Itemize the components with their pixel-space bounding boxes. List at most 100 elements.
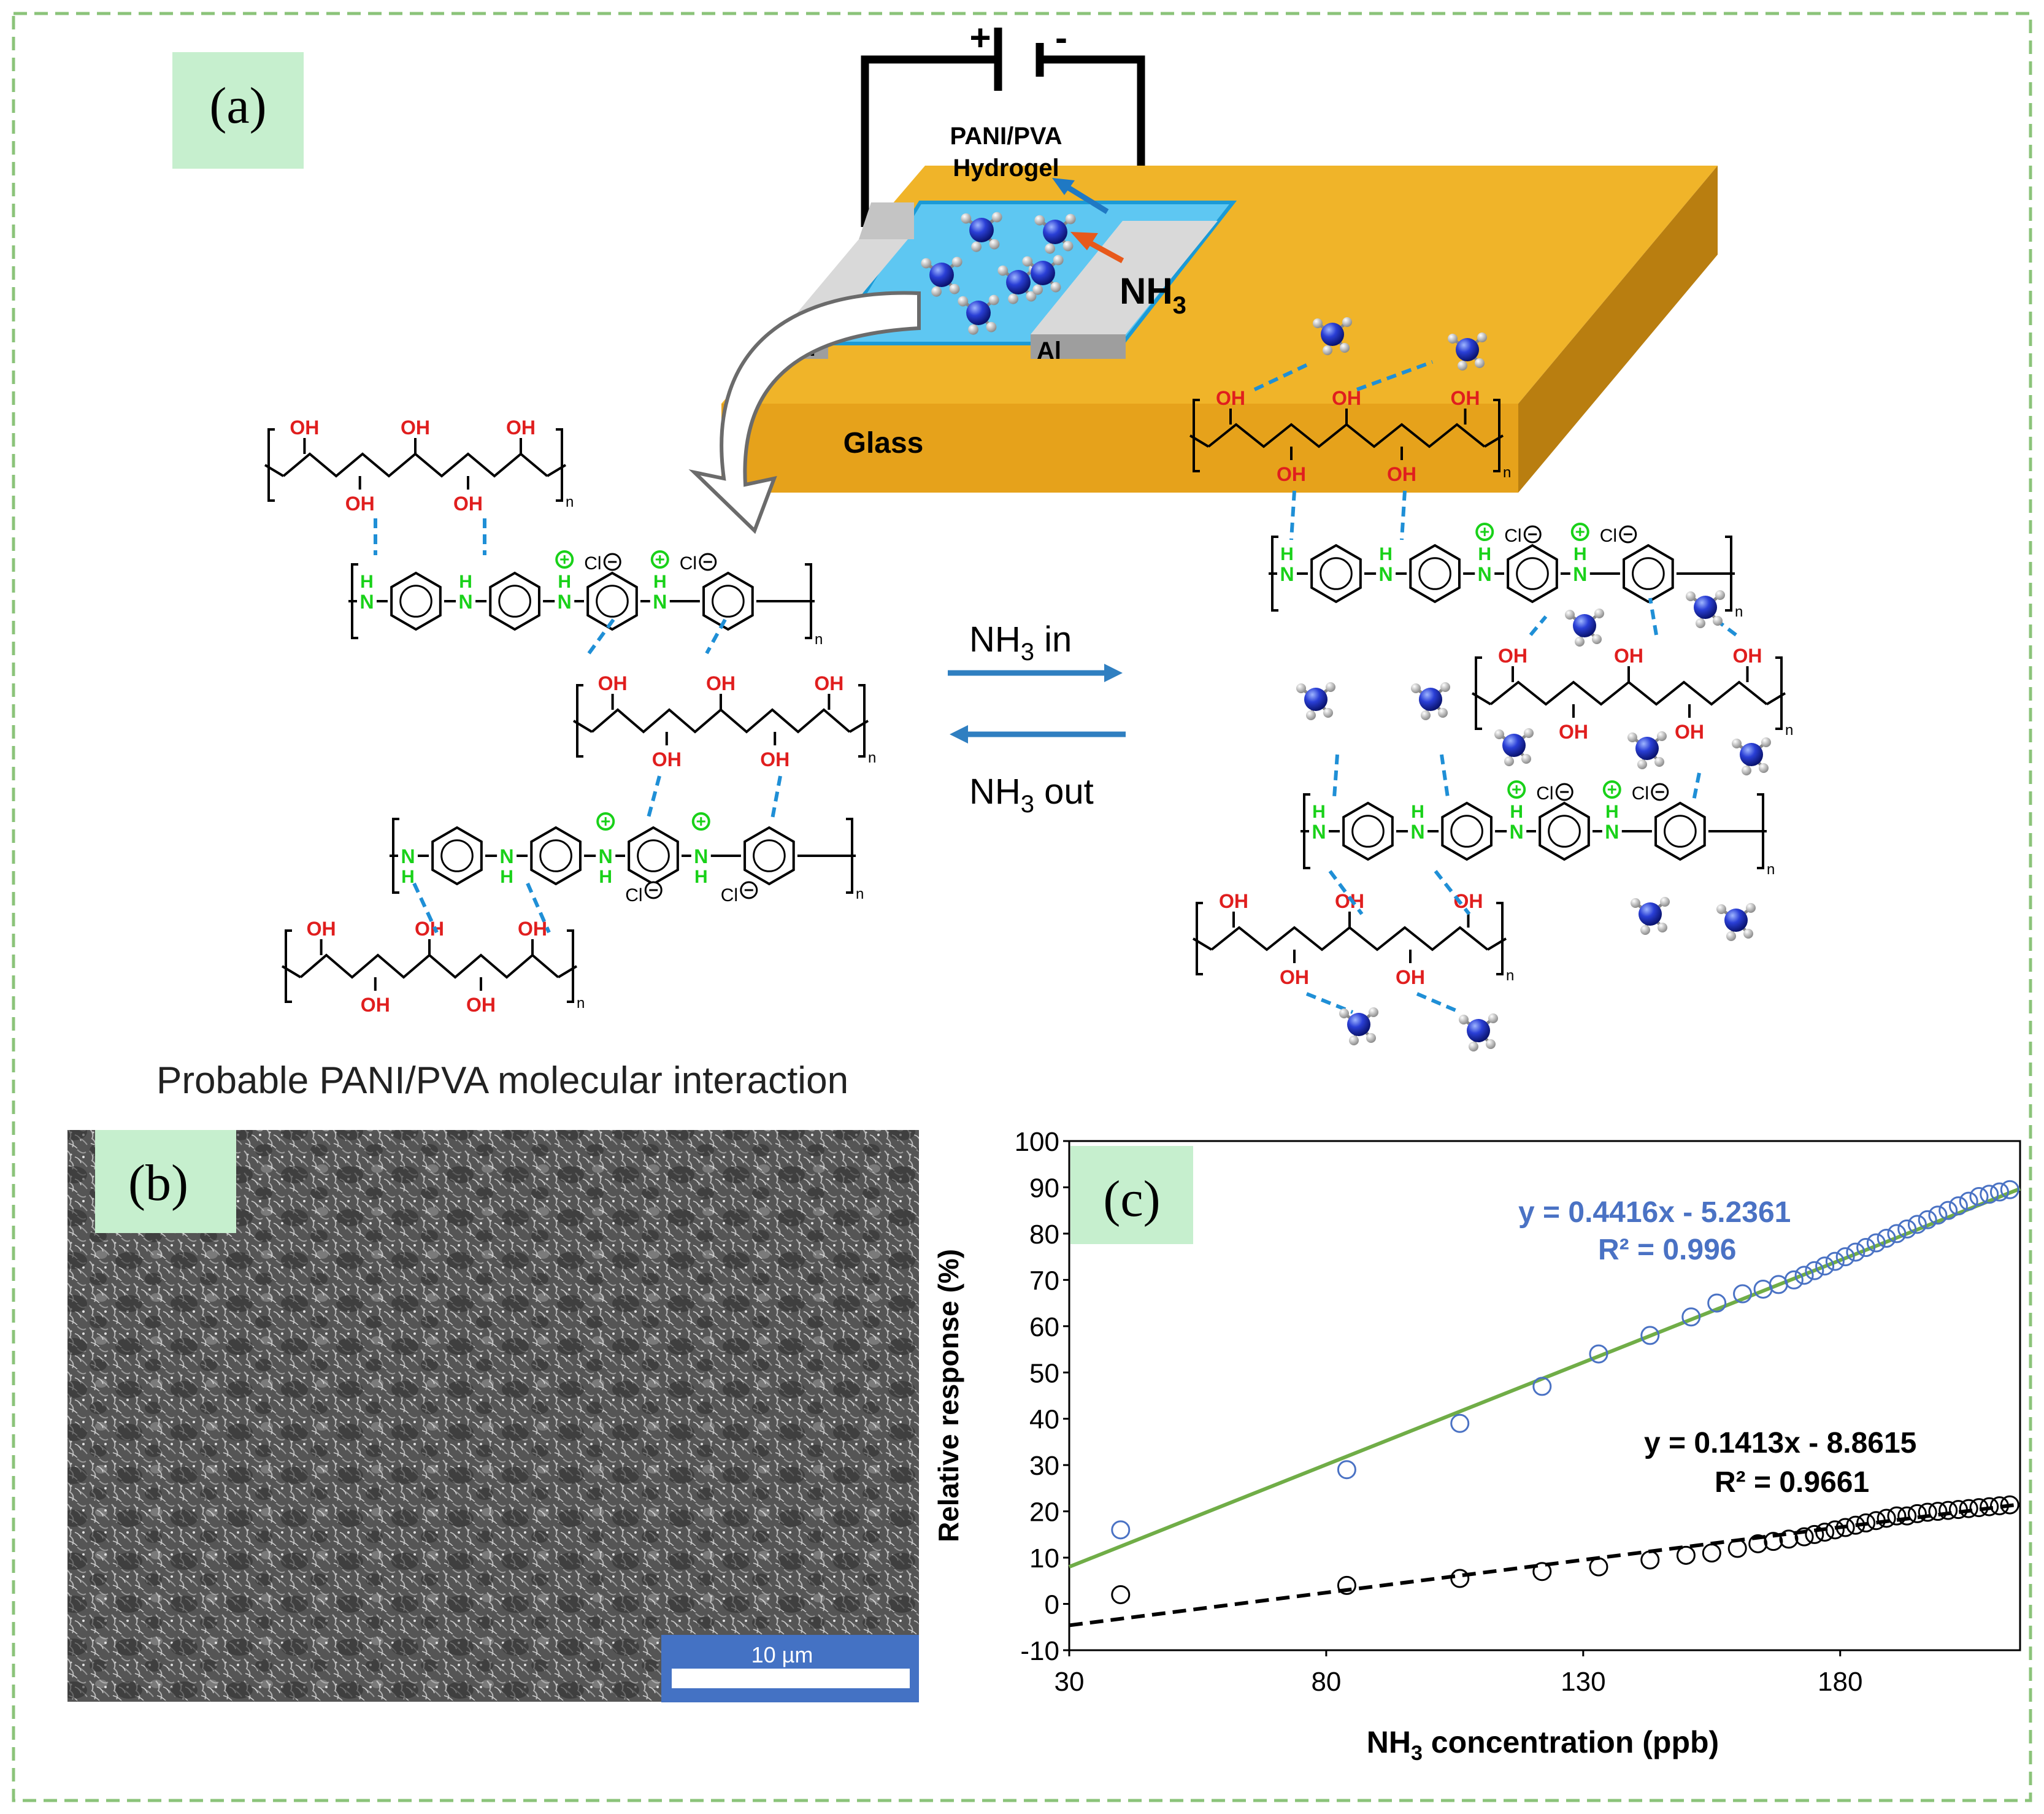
nitrogen-label: N xyxy=(694,845,708,867)
oh-label: OH xyxy=(290,417,319,439)
data-point-0 xyxy=(1918,1210,1937,1229)
pva-chain: n OH OH OH OH OH xyxy=(1471,645,1793,743)
bracket-right xyxy=(556,428,563,502)
y-tick-label: -10 xyxy=(1020,1636,1059,1666)
nitrogen-label: N xyxy=(1573,563,1587,585)
benzene-ring xyxy=(1310,544,1362,604)
hydrogen-atom xyxy=(1323,708,1333,718)
nitrogen-atom xyxy=(929,263,954,287)
ring-outline xyxy=(1539,801,1590,861)
x-tick-label: 80 xyxy=(1311,1667,1341,1697)
ammonia-molecule xyxy=(1631,897,1670,935)
data-point-0 xyxy=(1856,1238,1876,1258)
data-point-1 xyxy=(1794,1527,1814,1547)
hydrogen-atom xyxy=(958,296,969,307)
oh-label: OH xyxy=(401,417,430,439)
n-gap xyxy=(456,589,476,613)
nitrogen-atom xyxy=(1467,1019,1490,1042)
x-tick-label: 180 xyxy=(1818,1667,1862,1697)
black-fit-equation: y = 0.1413x - 8.8615 xyxy=(1644,1427,1916,1459)
nitrogen-atom xyxy=(1635,737,1659,760)
ammonia-molecule xyxy=(1411,682,1450,720)
nitrogen-atom xyxy=(1639,902,1662,926)
n-gap xyxy=(1376,561,1396,586)
hydrogen-bond xyxy=(1400,490,1407,540)
subscript-n: n xyxy=(868,750,876,766)
benzene-ring xyxy=(390,571,442,631)
hydrogen-atom xyxy=(1575,637,1585,647)
data-point-1 xyxy=(1589,1557,1608,1577)
data-point-1 xyxy=(1835,1518,1855,1537)
ammonia-molecule xyxy=(961,212,1002,252)
subscript-n: n xyxy=(577,995,585,1012)
bracket-left xyxy=(1193,399,1200,472)
ring-gap xyxy=(1308,569,1364,578)
ring-gap xyxy=(1619,569,1677,578)
subscript-n: n xyxy=(1767,861,1775,878)
axis-ticks: -10 0 10 20 30 40 50 60 70 80 90 100 30 80 130 180 xyxy=(1015,1127,1863,1697)
hydrogen-label: H xyxy=(694,867,708,887)
hydrogen-atom xyxy=(1411,683,1421,693)
data-point-1 xyxy=(1918,1502,1937,1522)
ring-inner xyxy=(539,839,572,872)
data-point-1 xyxy=(1805,1524,1824,1544)
hydrogen-atom xyxy=(968,324,978,335)
data-point-1 xyxy=(1779,1529,1799,1549)
nitrogen-atom xyxy=(1740,743,1763,766)
data-point-0 xyxy=(1825,1251,1845,1271)
benzene-ring xyxy=(586,571,638,631)
ring-inner xyxy=(596,585,629,618)
data-point-0 xyxy=(1450,1413,1470,1433)
y-tick-label: 10 xyxy=(1029,1543,1059,1574)
nh3-in-label: NH3 in xyxy=(969,620,1072,666)
hydrogen-atom xyxy=(997,265,1009,276)
hydrogen-bond xyxy=(705,618,727,655)
hydrogen-atom xyxy=(1342,317,1352,327)
battery-minus: - xyxy=(1055,17,1067,58)
hydrogen-atom xyxy=(1627,732,1637,742)
scale-bar-label: 10 µm xyxy=(751,1642,813,1667)
ring-gap xyxy=(740,851,797,861)
hydrogen-atom xyxy=(1592,634,1602,644)
hydrogen-atom xyxy=(1657,731,1667,741)
panel-a-label: (a) xyxy=(209,77,266,134)
data-point-1 xyxy=(1111,1585,1131,1604)
fit-line-1 xyxy=(1069,1502,2021,1628)
nitrogen-atom xyxy=(1573,614,1596,637)
panel-a-caption: Probable PANI/PVA molecular interaction xyxy=(156,1059,848,1102)
hydrogen-atom xyxy=(1713,616,1723,626)
hydrogen-atom xyxy=(1366,1033,1376,1043)
data-point-0 xyxy=(1805,1261,1824,1280)
nitrogen-label: N xyxy=(500,845,514,867)
hydrogen-atom xyxy=(1034,215,1045,226)
pva-backbone xyxy=(282,452,548,478)
nitrogen-atom xyxy=(1043,220,1067,244)
oh-label: OH xyxy=(760,748,790,771)
chloride-label: Cl xyxy=(680,553,697,574)
panel-b-label-box xyxy=(95,1130,236,1233)
data-point-0 xyxy=(1589,1344,1608,1364)
nitrogen-atom xyxy=(969,218,994,242)
hydrogen-label: H xyxy=(653,572,667,592)
ring-inner xyxy=(1632,557,1665,590)
hydrogen-bond xyxy=(1440,754,1450,798)
ring-outline xyxy=(1310,544,1362,604)
data-point-0 xyxy=(1532,1377,1552,1396)
nitrogen-label: N xyxy=(1312,821,1326,843)
hydrogen-label: H xyxy=(558,572,571,592)
hydrogen-bond xyxy=(645,775,661,823)
hydrogen-bond xyxy=(1332,754,1339,798)
data-point-0 xyxy=(1794,1266,1814,1285)
data-point-0 xyxy=(1866,1233,1886,1253)
hydrogen-atom xyxy=(1504,756,1514,766)
hydrogen-atom xyxy=(1726,931,1736,941)
data-point-0 xyxy=(1948,1196,1968,1216)
data-point-1 xyxy=(1980,1497,1999,1516)
x-axis-label: NH3 concentration (ppb) xyxy=(1367,1725,1719,1765)
black-fit-r2: R² = 0.9661 xyxy=(1715,1466,1869,1499)
